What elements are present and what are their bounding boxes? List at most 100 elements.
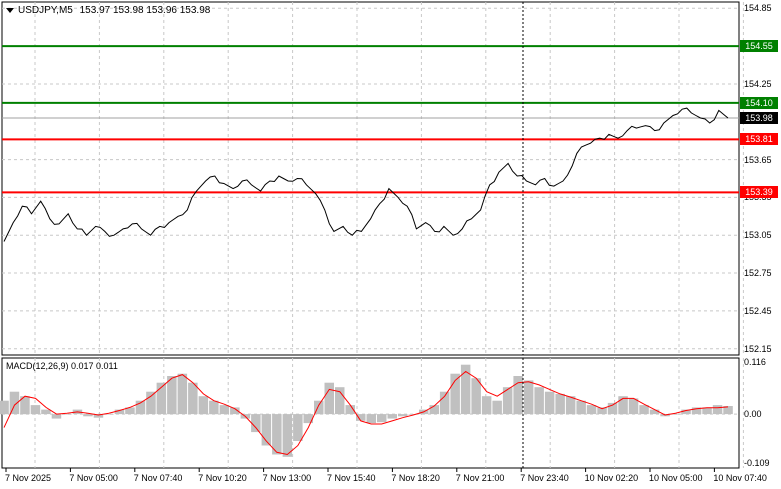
price-tick-label: 154.85 [744, 3, 772, 14]
macd-bar [702, 407, 712, 415]
macd-bar [723, 406, 733, 415]
macd-bar [712, 405, 723, 415]
macd-bar [9, 391, 20, 415]
level-tag: 154.55 [740, 40, 778, 53]
macd-bar [681, 409, 691, 415]
macd-bar [607, 402, 618, 415]
macd-bar [670, 414, 681, 415]
macd-bar [628, 398, 639, 415]
time-tick-label: 7 Nov 18:20 [391, 473, 440, 483]
price-series-line [3, 107, 729, 242]
macd-bar [0, 400, 9, 415]
macd-tick-label: 0.116 [744, 357, 766, 368]
macd-bar [41, 409, 51, 415]
macd-bar [586, 405, 597, 415]
price-levels [2, 45, 739, 194]
macd-bar [209, 400, 219, 415]
macd-bar [251, 414, 261, 433]
macd-bar [639, 405, 649, 415]
macd-bar [460, 364, 471, 415]
chart-grid [2, 2, 744, 468]
price-tick-label: 154.25 [744, 78, 772, 89]
macd-bar [230, 407, 240, 415]
symbol-label: USDJPY,M5 [18, 5, 73, 16]
macd-histogram [0, 364, 733, 457]
macd-bar [93, 414, 104, 418]
macd-bar [618, 396, 628, 415]
price-tick-label: 152.15 [744, 343, 772, 354]
chevron-down-icon[interactable] [6, 7, 14, 13]
open-value: 153.97 [79, 5, 111, 16]
macd-bar [691, 407, 702, 415]
macd-signal-line [3, 370, 729, 456]
macd-bar [293, 414, 303, 441]
level-tag: 153.81 [740, 133, 778, 146]
macd-bar [439, 391, 450, 415]
macd-bar [555, 393, 565, 415]
time-tick-label: 7 Nov 10:20 [198, 473, 247, 483]
price-tick-label: 152.45 [744, 305, 772, 316]
price-tick-label: 153.05 [744, 230, 772, 241]
macd-tick-label: -0.109 [744, 458, 770, 469]
time-tick-label: 7 Nov 05:00 [69, 473, 118, 483]
price-panel-border [1, 1, 740, 356]
macd-bar [377, 414, 387, 423]
macd-bar [565, 396, 576, 415]
macd-bar [544, 391, 555, 415]
macd-bar [597, 407, 607, 415]
time-tick-label: 10 Nov 05:00 [649, 473, 703, 483]
macd-bar [492, 400, 502, 415]
macd-bar [324, 382, 334, 415]
macd-bar [282, 414, 293, 457]
time-tick-label: 7 Nov 13:00 [262, 473, 312, 483]
close-value: 153.98 [179, 5, 211, 16]
low-value: 153.96 [146, 5, 177, 16]
macd-bar [156, 382, 167, 415]
macd-bar [534, 387, 544, 415]
macd-bar [125, 407, 135, 415]
macd-bar [345, 405, 355, 415]
macd-tick-label: 0.00 [744, 409, 762, 420]
time-tick-label: 7 Nov 2025 [5, 473, 52, 483]
time-tick-label: 7 Nov 23:40 [520, 473, 569, 483]
macd-title: MACD(12,26,9) 0.017 0.011 [6, 361, 118, 371]
macd-bar [523, 380, 534, 415]
macd-bar [30, 405, 41, 415]
time-tick-label: 10 Nov 02:20 [584, 473, 639, 483]
macd-bar [188, 382, 198, 415]
macd-bar [649, 409, 660, 415]
macd-bar [146, 391, 156, 415]
macd-bar [20, 396, 30, 415]
price-tick-label: 152.75 [744, 268, 772, 279]
level-tag: 154.10 [740, 96, 778, 109]
time-tick-label: 7 Nov 21:00 [455, 473, 505, 483]
time-tick-label: 7 Nov 15:40 [327, 473, 376, 483]
macd-bar [408, 414, 418, 415]
macd-bar [576, 400, 586, 415]
macd-bar [314, 400, 324, 415]
macd-bar [51, 414, 62, 419]
macd-bar [366, 414, 376, 424]
macd-bar [62, 414, 72, 415]
macd-bar [198, 396, 209, 415]
macd-bar [272, 414, 282, 455]
macd-bar [177, 373, 188, 415]
macd-bar [261, 414, 272, 446]
macd-bar [398, 414, 408, 417]
time-tick-label: 10 Nov 07:40 [713, 473, 767, 483]
macd-bar [502, 387, 513, 415]
chart-header: USDJPY,M5 153.97 153.98 153.96 153.98 [6, 5, 210, 16]
macd-bar [471, 378, 481, 415]
macd-bar [481, 396, 492, 415]
macd-bar [387, 414, 397, 419]
current-price-tag: 153.98 [740, 111, 778, 124]
macd-bar [135, 400, 146, 415]
time-tick-label: 7 Nov 07:40 [133, 473, 183, 483]
macd-bar [335, 387, 345, 415]
macd-bar [104, 414, 114, 415]
macd-bar [303, 414, 313, 424]
macd-bar [114, 409, 125, 415]
high-value: 153.98 [113, 5, 144, 16]
macd-bar [219, 405, 230, 415]
